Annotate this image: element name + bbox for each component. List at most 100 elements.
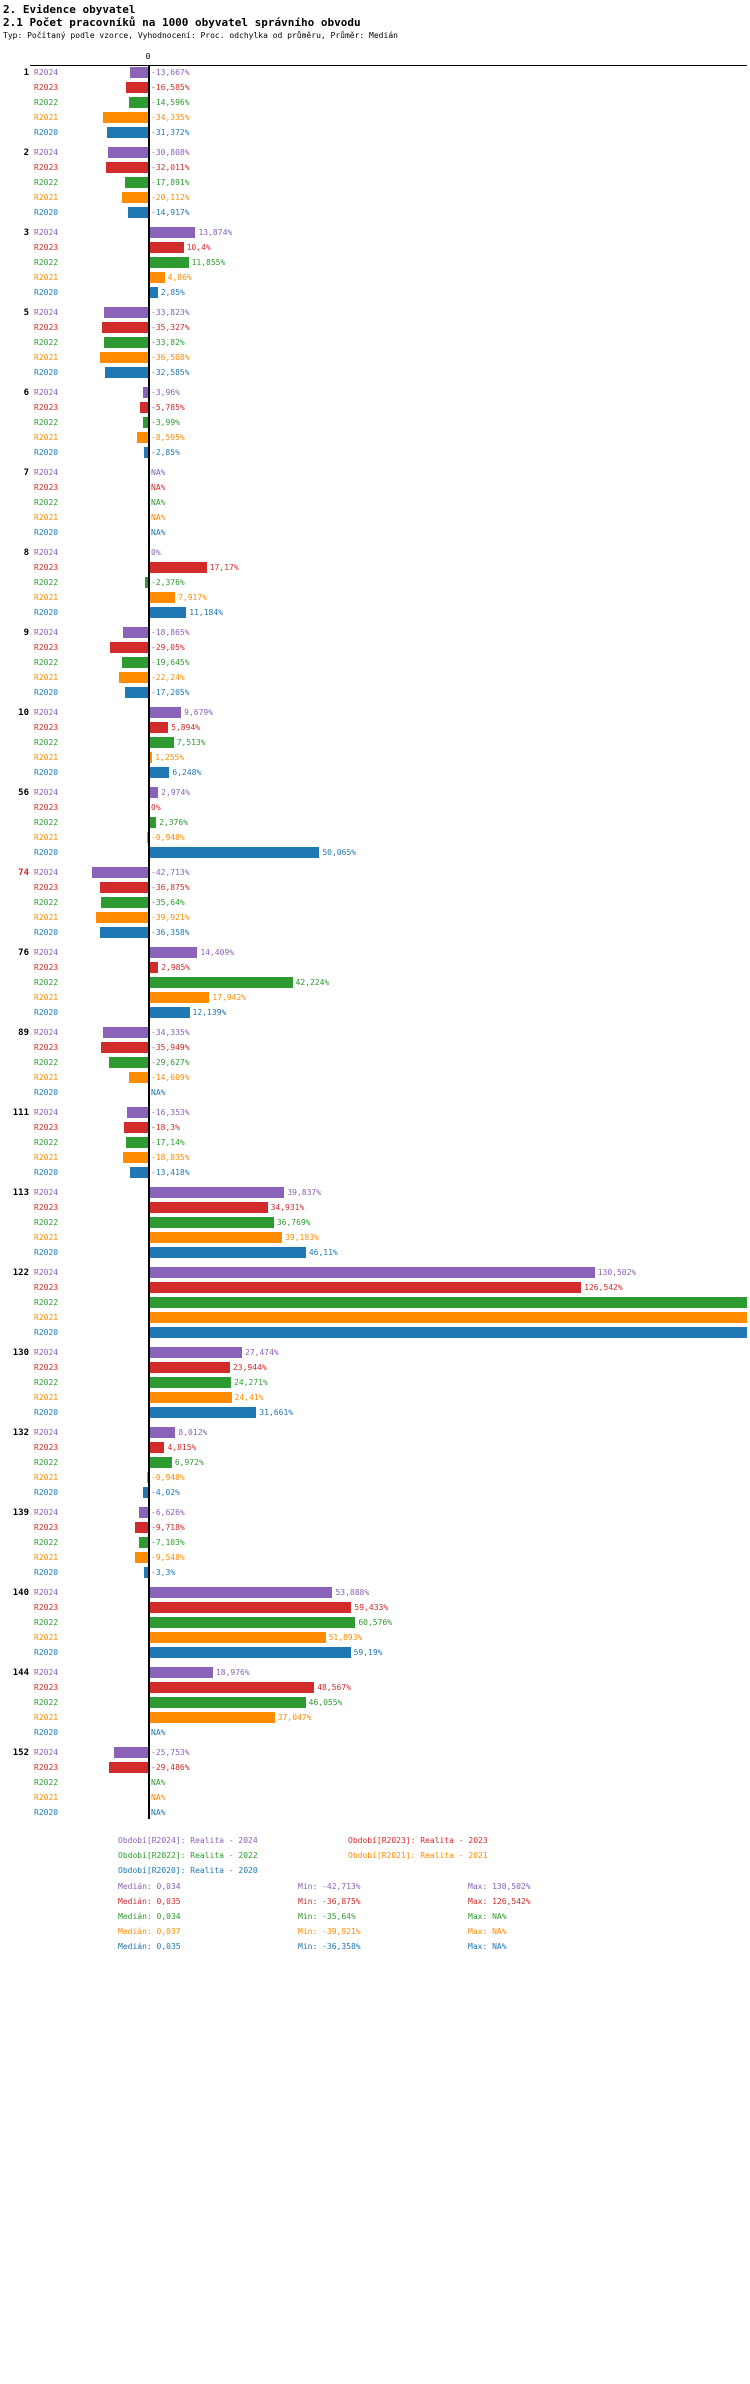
bar-track: 23,944% xyxy=(0,1361,750,1374)
series-label: R2022 xyxy=(34,1538,59,1547)
bar xyxy=(128,97,148,108)
series-label: R2022 xyxy=(34,658,59,667)
bar-value-label: -13,418% xyxy=(151,1168,190,1177)
bar xyxy=(100,352,148,363)
bar xyxy=(148,1007,190,1018)
chart-bar-row: R2023 0% xyxy=(0,801,750,814)
bar-value-label: -17,14% xyxy=(151,1138,185,1147)
series-label: R2024 xyxy=(34,708,59,717)
bar xyxy=(148,1282,582,1293)
bar-value-label: -18,865% xyxy=(151,628,190,637)
bar-value-label: 130,502% xyxy=(597,1268,637,1277)
bar xyxy=(148,1267,595,1278)
chart-group: 132 R2024 8,012% R2023 4,815% R2022 6,972% R202… xyxy=(0,1426,750,1499)
bar-track: -35,949% xyxy=(0,1041,750,1054)
bar-track: NA% xyxy=(0,511,750,524)
series-label: R2022 xyxy=(34,898,59,907)
series-label: R2020 xyxy=(34,1728,59,1737)
series-label: R2021 xyxy=(34,193,59,202)
bar-track: 2,974% xyxy=(0,786,750,799)
chart-bar-row: R2020 50,065% xyxy=(0,846,750,859)
chart-bar-row: R2023 -35,949% xyxy=(0,1041,750,1054)
series-label: R2020 xyxy=(34,128,59,137)
bar-track: 39,183% xyxy=(0,1231,750,1244)
bar xyxy=(148,992,210,1003)
bar-track: 11,184% xyxy=(0,606,750,619)
bar-track: -18,3% xyxy=(0,1121,750,1134)
series-label: R2024 xyxy=(34,1188,59,1197)
series-label: R2020 xyxy=(34,528,59,537)
chart-bar-row: R2021 -36,508% xyxy=(0,351,750,364)
group-label: 140 xyxy=(12,1588,29,1598)
chart-bar-row: R2021 4,86% xyxy=(0,271,750,284)
bar-track: 2,985% xyxy=(0,961,750,974)
chart-group: 56 R2024 2,974% R2023 0% R2022 2,376% R2021 -0,9… xyxy=(0,786,750,859)
bar xyxy=(101,897,148,908)
series-label: R2023 xyxy=(34,483,59,492)
chart-bar-row: R2023 NA% xyxy=(0,481,750,494)
bar-track: -19,645% xyxy=(0,656,750,669)
bar-track: 42,224% xyxy=(0,976,750,989)
bar xyxy=(148,1427,176,1438)
bar-track: 18,976% xyxy=(0,1666,750,1679)
bar-track: 59,19% xyxy=(0,1646,750,1659)
bar-track: NA% xyxy=(0,496,750,509)
series-label: R2021 xyxy=(34,113,59,122)
bar-track: 5,894% xyxy=(0,721,750,734)
chart-bar-row: R2020 NA% xyxy=(0,1726,750,1739)
bar-value-label: 59,433% xyxy=(354,1603,389,1612)
chart-bar-row: R2022 -17,14% xyxy=(0,1136,750,1149)
series-label: R2021 xyxy=(34,1073,59,1082)
bar xyxy=(103,307,148,318)
bar xyxy=(126,82,148,93)
bar-value-label: -3,96% xyxy=(151,388,180,397)
series-label: R2023 xyxy=(34,243,59,252)
bar xyxy=(148,947,198,958)
chart-bar-row: R2024 -3,96% xyxy=(0,386,750,399)
stat-max: Max: 126,542% xyxy=(468,1897,531,1906)
chart-bar-row: R2022 42,224% xyxy=(0,976,750,989)
bar-value-label: 31,661% xyxy=(259,1408,294,1417)
chart-bar-row: R2024 NA% xyxy=(0,466,750,479)
axis-zero-tick-label: 0 xyxy=(145,52,151,61)
bar xyxy=(138,1537,148,1548)
chart-group: 10 R2024 9,679% R2023 5,894% R2022 7,513% R2021… xyxy=(0,706,750,779)
bar-track: -14,609% xyxy=(0,1071,750,1084)
series-label: R2021 xyxy=(34,1473,59,1482)
chart-bar-row: R2022 -33,82% xyxy=(0,336,750,349)
group-label: 132 xyxy=(12,1428,29,1438)
bar-track: 51,893% xyxy=(0,1631,750,1644)
chart-bar-row: R2020 11,184% xyxy=(0,606,750,619)
bar xyxy=(142,387,148,398)
series-label: R2023 xyxy=(34,1363,59,1372)
bar-value-label: 11,855% xyxy=(191,258,226,267)
bar xyxy=(148,1632,326,1643)
bar-value-label: 2,985% xyxy=(161,963,191,972)
chart-subtitle: Typ: Počítaný podle vzorce, Vyhodnocení:… xyxy=(3,31,398,40)
chart-bar-row: R2024 -42,713% xyxy=(0,866,750,879)
bar xyxy=(109,1057,148,1068)
bar-track: NA% xyxy=(0,1791,750,1804)
bar-value-label: 53,888% xyxy=(335,1588,370,1597)
bar-value-label: 6,248% xyxy=(172,768,202,777)
series-label: R2023 xyxy=(34,963,59,972)
series-label: R2023 xyxy=(34,1603,59,1612)
chart-group: 3 R2024 13,874% R2023 10,4% R2022 11,855% R2021… xyxy=(0,226,750,299)
bar xyxy=(144,447,148,458)
bar xyxy=(148,1362,230,1373)
bar-value-label: 46,055% xyxy=(308,1698,343,1707)
series-label: R2021 xyxy=(34,673,59,682)
bar-value-label: 10,4% xyxy=(186,243,211,252)
bar xyxy=(148,1602,352,1613)
series-label: R2024 xyxy=(34,1428,59,1437)
chart-bar-row: R2021 NA% xyxy=(0,1791,750,1804)
bar xyxy=(148,707,182,718)
chart-bar-row: R2024 14,409% xyxy=(0,946,750,959)
chart-bar-row: R2022 -7,103% xyxy=(0,1536,750,1549)
bar-track xyxy=(0,1326,750,1339)
series-label: R2023 xyxy=(34,883,59,892)
bar-track: -33,823% xyxy=(0,306,750,319)
bar xyxy=(114,1747,148,1758)
bar-value-label: NA% xyxy=(151,498,166,507)
series-label: R2020 xyxy=(34,768,59,777)
